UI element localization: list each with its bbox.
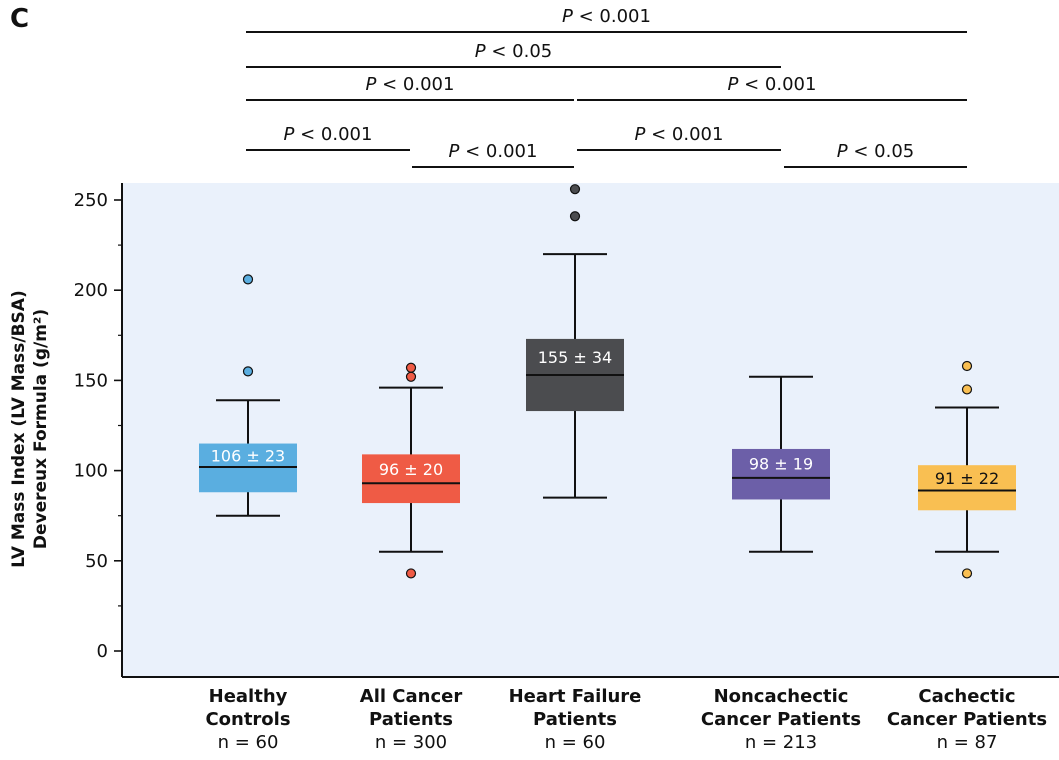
significance-label: P < 0.001 <box>284 124 373 145</box>
category-label: All Cancer Patients n = 300 <box>316 685 506 754</box>
p-symbol: P <box>837 141 848 162</box>
p-symbol: P <box>635 124 646 145</box>
box-group: 106 ± 23 <box>199 274 297 517</box>
outlier-point <box>961 384 973 395</box>
significance-label: P < 0.001 <box>562 6 651 27</box>
boxes-layer: 106 ± 23 96 ± 20 155 ± 34 98 ± 19 91 ± 22 <box>199 184 1016 579</box>
box-group: 96 ± 20 <box>362 362 460 579</box>
significance-label: P < 0.001 <box>635 124 724 145</box>
significance-label: P < 0.05 <box>475 41 552 62</box>
category-name: Noncachectic Cancer Patients <box>700 686 862 730</box>
p-symbol: P <box>475 41 486 62</box>
p-symbol: P <box>366 74 377 95</box>
y-axis-label-line: LV Mass Index (LV Mass/BSA) <box>9 290 29 567</box>
outlier-point <box>961 568 973 579</box>
outlier-point <box>569 211 581 222</box>
category-label: Healthy Controls n = 60 <box>153 685 343 754</box>
p-value: < 0.05 <box>486 41 553 62</box>
significance-label: P < 0.05 <box>837 141 914 162</box>
box-value-label: 106 ± 23 <box>211 446 285 465</box>
outlier-point <box>405 362 417 373</box>
category-sample-size: n = 213 <box>744 732 818 753</box>
outlier-point <box>569 184 581 195</box>
category-sample-size: n = 60 <box>217 732 279 753</box>
box-value-label: 91 ± 22 <box>935 469 999 488</box>
y-tick-label: 100 <box>74 461 108 482</box>
y-tick-label: 250 <box>74 190 108 211</box>
p-value: < 0.001 <box>294 124 372 145</box>
category-sample-size: n = 87 <box>936 732 998 753</box>
y-tick-label: 200 <box>74 280 108 301</box>
significance-label: P < 0.001 <box>366 74 455 95</box>
box-iqr <box>732 448 830 500</box>
box-iqr <box>918 465 1016 511</box>
box-group: 155 ± 34 <box>526 184 624 499</box>
plot-area-background <box>122 183 1059 677</box>
category-name: Healthy Controls <box>205 686 291 730</box>
p-symbol: P <box>728 74 739 95</box>
category-label: Cachectic Cancer Patients n = 87 <box>872 685 1059 754</box>
p-symbol: P <box>449 141 460 162</box>
outlier-point <box>242 274 254 285</box>
category-name: Cachectic Cancer Patients <box>886 686 1048 730</box>
box-group: 98 ± 19 <box>732 375 830 553</box>
box-iqr <box>362 454 460 504</box>
outlier-point <box>405 371 417 382</box>
p-value: < 0.05 <box>848 141 915 162</box>
outlier-point <box>242 366 254 377</box>
y-tick-label: 150 <box>74 370 108 391</box>
p-value: < 0.001 <box>645 124 723 145</box>
p-value: < 0.001 <box>376 74 454 95</box>
panel-letter: C <box>10 4 30 34</box>
box-group: 91 ± 22 <box>918 360 1016 579</box>
category-name: All Cancer Patients <box>359 686 463 730</box>
box-value-label: 155 ± 34 <box>538 348 612 367</box>
significance-label: P < 0.001 <box>728 74 817 95</box>
p-value: < 0.001 <box>738 74 816 95</box>
p-value: < 0.001 <box>573 6 651 27</box>
box-value-label: 98 ± 19 <box>749 454 813 473</box>
y-axis-label: LV Mass Index (LV Mass/BSA) Devereux Form… <box>9 290 51 567</box>
p-symbol: P <box>562 6 573 27</box>
category-sample-size: n = 60 <box>544 732 606 753</box>
outlier-point <box>405 568 417 579</box>
outlier-point <box>961 360 973 372</box>
p-value: < 0.001 <box>459 141 537 162</box>
category-name: Heart Failure Patients <box>508 686 642 730</box>
y-axis-layer: 0 50 100 150 200 250 <box>74 183 1059 678</box>
y-axis-label-layer: LV Mass Index (LV Mass/BSA) Devereux Form… <box>9 290 51 567</box>
category-label: Noncachectic Cancer Patients n = 213 <box>686 685 876 754</box>
category-sample-size: n = 300 <box>374 732 448 753</box>
y-tick-label: 50 <box>85 551 108 572</box>
y-axis-label-line: Devereux Formula (g/m²) <box>31 309 51 549</box>
significance-label: P < 0.001 <box>449 141 538 162</box>
p-symbol: P <box>284 124 295 145</box>
category-label: Heart Failure Patients n = 60 <box>480 685 670 754</box>
y-tick-label: 0 <box>97 641 108 662</box>
plot-background-layer <box>122 183 1059 677</box>
box-value-label: 96 ± 20 <box>379 460 443 479</box>
